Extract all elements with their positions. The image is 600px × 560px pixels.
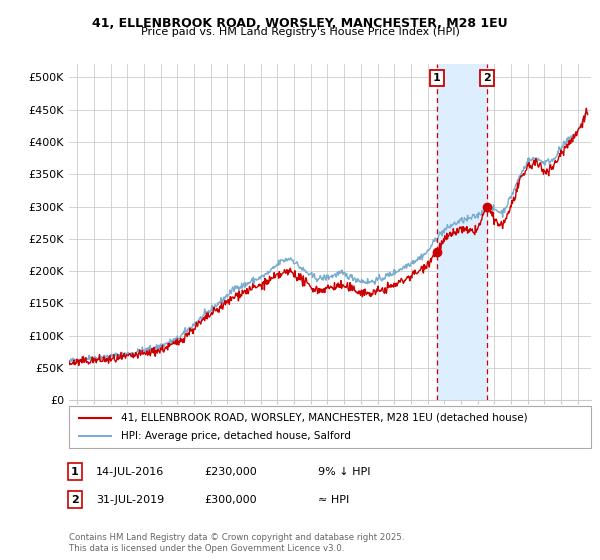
Text: 1: 1 bbox=[433, 73, 440, 83]
FancyBboxPatch shape bbox=[69, 406, 591, 448]
Text: 9% ↓ HPI: 9% ↓ HPI bbox=[318, 466, 371, 477]
Text: 41, ELLENBROOK ROAD, WORSLEY, MANCHESTER, M28 1EU: 41, ELLENBROOK ROAD, WORSLEY, MANCHESTER… bbox=[92, 17, 508, 30]
Text: 1: 1 bbox=[71, 466, 79, 477]
Text: 2: 2 bbox=[484, 73, 491, 83]
Bar bbox=[437, 64, 487, 400]
Text: 14-JUL-2016: 14-JUL-2016 bbox=[96, 466, 164, 477]
Text: Price paid vs. HM Land Registry's House Price Index (HPI): Price paid vs. HM Land Registry's House … bbox=[140, 27, 460, 37]
Text: Contains HM Land Registry data © Crown copyright and database right 2025.
This d: Contains HM Land Registry data © Crown c… bbox=[69, 533, 404, 553]
Text: ≈ HPI: ≈ HPI bbox=[318, 494, 349, 505]
Text: 2: 2 bbox=[71, 494, 79, 505]
Text: 31-JUL-2019: 31-JUL-2019 bbox=[96, 494, 164, 505]
Text: £230,000: £230,000 bbox=[204, 466, 257, 477]
Text: 41, ELLENBROOK ROAD, WORSLEY, MANCHESTER, M28 1EU (detached house): 41, ELLENBROOK ROAD, WORSLEY, MANCHESTER… bbox=[121, 413, 528, 423]
Text: £300,000: £300,000 bbox=[204, 494, 257, 505]
Text: HPI: Average price, detached house, Salford: HPI: Average price, detached house, Salf… bbox=[121, 431, 351, 441]
